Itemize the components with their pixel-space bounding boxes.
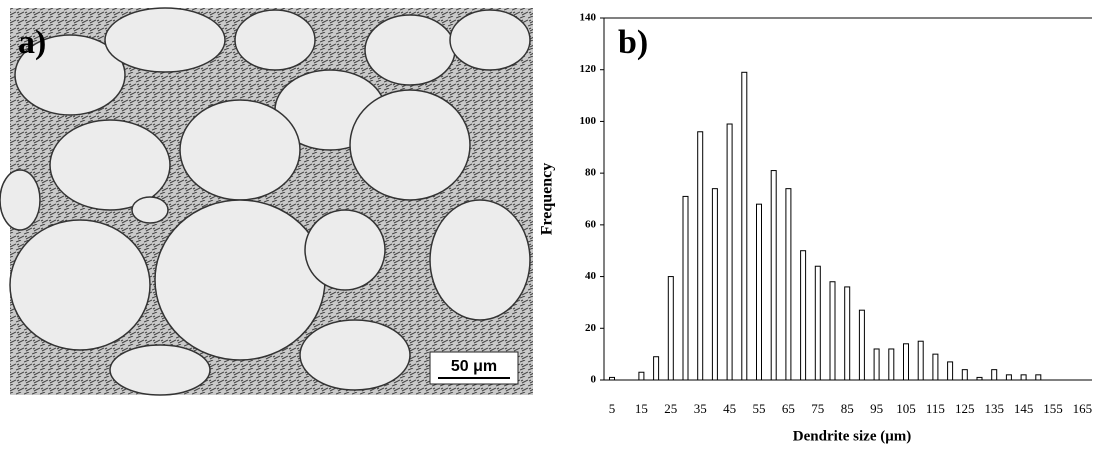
bar [800, 250, 807, 381]
bar [682, 195, 689, 381]
bar [1005, 374, 1012, 381]
x-tick-label: 125 [955, 401, 975, 416]
bar [711, 188, 718, 381]
bar [829, 281, 836, 381]
panel-label: b) [618, 24, 648, 61]
x-tick-label: 45 [723, 401, 736, 416]
x-tick-label: 135 [984, 401, 1004, 416]
y-tick-label: 140 [580, 12, 597, 24]
bar [991, 369, 998, 381]
x-tick-label: 165 [1073, 401, 1093, 416]
bar [961, 369, 968, 381]
x-tick-label: 85 [841, 401, 854, 416]
x-tick-label: 15 [635, 401, 648, 416]
bar [903, 343, 909, 381]
micrograph: 50 μm a) [0, 7, 533, 396]
y-axis-label: Frequency [539, 163, 556, 236]
bar [667, 276, 674, 381]
x-tick-label: 5 [609, 401, 616, 416]
x-tick-label: 145 [1014, 401, 1034, 416]
y-tick-label: 20 [585, 322, 597, 334]
bar [932, 353, 939, 381]
y-tick-label: 0 [591, 374, 597, 386]
bar [697, 131, 704, 381]
bar [1035, 374, 1042, 381]
bar [609, 376, 615, 381]
panel-label: a) [18, 24, 46, 61]
x-tick-label: 75 [811, 401, 824, 416]
bar [726, 123, 733, 381]
bar [741, 71, 748, 381]
bar [770, 170, 777, 381]
bar [785, 188, 792, 381]
x-tick-label: 65 [782, 401, 795, 416]
bar [976, 376, 983, 381]
bar [814, 265, 821, 381]
bar [888, 348, 895, 381]
x-tick-label: 55 [753, 401, 766, 416]
bar [917, 340, 924, 381]
x-tick-label: 155 [1043, 401, 1063, 416]
bar [756, 203, 762, 381]
y-tick-label: 80 [585, 167, 597, 179]
bar [947, 361, 954, 381]
bar [653, 356, 660, 381]
x-tick-label: 35 [694, 401, 707, 416]
x-tick-label: 115 [926, 401, 945, 416]
bar [844, 286, 851, 381]
x-axis-label: Dendrite size (μm) [793, 428, 911, 444]
bar [1020, 374, 1027, 381]
y-tick-label: 60 [585, 218, 597, 230]
x-tick-label: 105 [896, 401, 916, 416]
x-tick-label: 95 [870, 401, 883, 416]
bar [873, 348, 880, 381]
y-tick-label: 40 [585, 270, 597, 282]
y-tick-label: 120 [580, 63, 597, 75]
scale-bar-label: 50 μm [451, 358, 497, 375]
y-tick-label: 100 [580, 115, 597, 127]
bar [858, 309, 865, 381]
bar [638, 371, 645, 381]
x-tick-label: 25 [664, 401, 677, 416]
